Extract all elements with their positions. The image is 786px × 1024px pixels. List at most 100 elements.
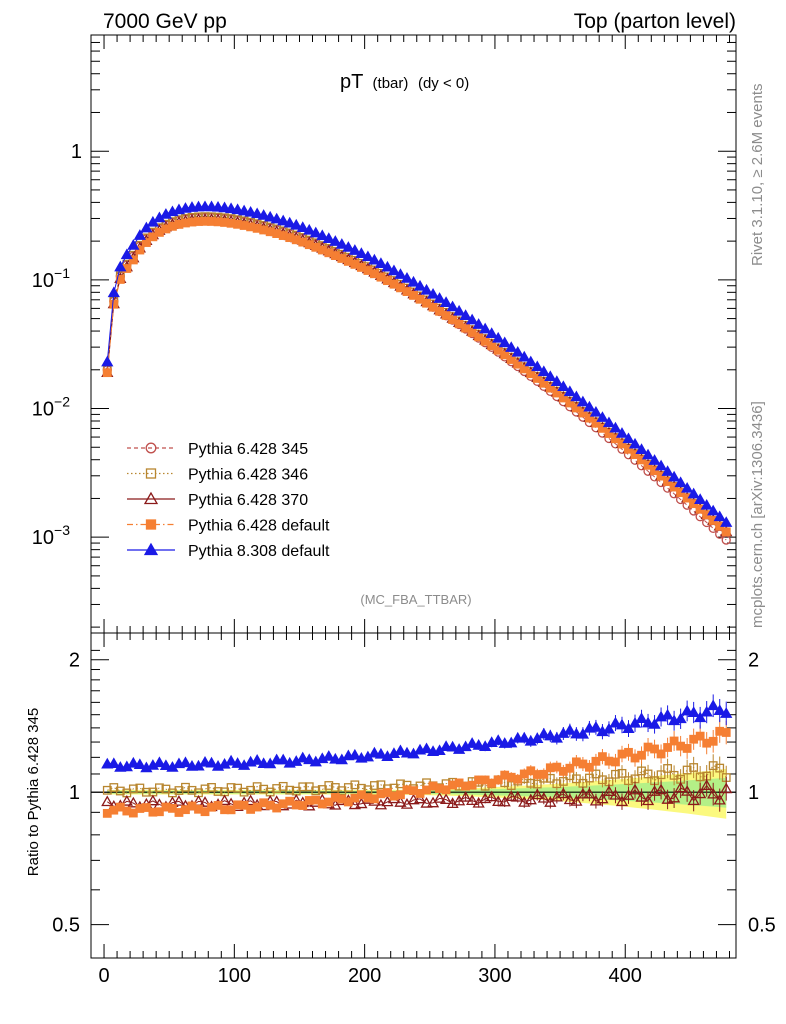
ratio-y-tick-label-right: 2 (748, 650, 759, 672)
ratio-data-point (682, 765, 692, 775)
ratio-data-point (615, 795, 629, 807)
ratio-series-line (107, 764, 727, 794)
ratio-data-point (544, 796, 557, 807)
legend-marker (145, 519, 157, 530)
ratio-data-point (407, 793, 420, 805)
data-point (251, 207, 264, 219)
ratio-data-point (172, 795, 186, 806)
ratio-data-point (589, 721, 603, 732)
ratio-data-point (394, 796, 407, 807)
ratio-data-point (563, 793, 576, 805)
ratio-data-point (694, 711, 707, 723)
data-point (637, 455, 646, 465)
ratio-data-point (531, 788, 544, 800)
data-point (109, 299, 119, 309)
legend: Pythia 6.428 345 Pythia 6.428 346 Pythia 6… (127, 441, 330, 560)
data-point (544, 370, 557, 382)
data-point (667, 470, 681, 482)
ratio-data-point (544, 729, 557, 741)
ratio-data-point (205, 756, 218, 768)
ratio-data-point (439, 793, 453, 805)
ratio-data-point (467, 780, 477, 790)
ratio-data-point (615, 718, 629, 730)
data-point (641, 448, 655, 460)
data-point (721, 527, 731, 537)
ratio-data-point (505, 790, 518, 801)
data-point (348, 244, 361, 255)
ratio-data-point (598, 752, 607, 762)
ratio-data-point (120, 794, 133, 806)
data-point (661, 465, 674, 476)
ratio-data-point (641, 794, 655, 806)
x-tick-label: 300 (478, 965, 511, 987)
ratio-series-group (101, 694, 733, 818)
data-point (578, 408, 588, 418)
ratio-data-point (624, 747, 633, 757)
analysis-tag: (MC_FBA_TTBAR) (360, 592, 471, 607)
ratio-data-point (591, 756, 601, 766)
legend-entry: Pythia 6.428 default (127, 518, 330, 535)
ratio-data-point (715, 763, 725, 773)
ratio-data-point (128, 808, 138, 818)
legend-entry: Pythia 6.428 346 (127, 467, 308, 484)
series-line (106, 216, 727, 533)
ratio-data-point (493, 775, 503, 785)
data-point (329, 235, 342, 246)
ratio-data-point (187, 785, 197, 795)
legend-label: Pythia 8.308 default (188, 543, 330, 560)
data-point (257, 209, 270, 220)
data-point (687, 487, 700, 499)
rivet-label: Rivet 3.1.10, ≥ 2.6M events (749, 84, 766, 267)
data-point (140, 221, 153, 233)
ratio-data-point (239, 787, 249, 797)
legend-label: Pythia 6.428 346 (188, 467, 308, 484)
data-point (141, 238, 151, 247)
ratio-data-point (446, 740, 459, 752)
ratio-data-point (667, 791, 681, 803)
ratio-data-point (459, 791, 472, 802)
ratio-data-point (654, 783, 668, 795)
data-point (518, 350, 531, 362)
ratio-data-point (200, 784, 210, 794)
data-point (290, 218, 303, 230)
data-point (602, 416, 616, 428)
data-point (102, 368, 112, 378)
ratio-data-point (624, 776, 633, 786)
ratio-data-point (370, 794, 379, 804)
ratio-data-point (563, 724, 576, 735)
data-point (531, 360, 544, 372)
ratio-data-point (596, 792, 609, 804)
ratio-data-point (518, 731, 531, 743)
ratio-data-point (400, 746, 414, 758)
ratio-data-point (578, 778, 588, 788)
ratio-data-point (370, 781, 379, 790)
data-point (381, 260, 394, 272)
data-point (513, 359, 523, 369)
ratio-data-point (298, 801, 308, 810)
legend-entry: Pythia 6.428 345 (127, 441, 308, 458)
data-point (604, 429, 614, 438)
main-y-tick-label: 1 (71, 141, 82, 163)
data-point (571, 403, 581, 413)
ratio-data-point (251, 754, 264, 765)
data-point (615, 427, 629, 438)
ratio-data-point (213, 787, 223, 796)
data-point (277, 214, 290, 226)
data-point (700, 498, 713, 510)
legend-marker (145, 442, 157, 454)
ratio-series-pythia-8-308-default (101, 694, 733, 773)
ratio-data-point (343, 783, 353, 792)
ratio-data-point (681, 704, 694, 716)
ratio-data-point (537, 791, 550, 803)
ratio-data-point (102, 785, 112, 795)
legend-label: Pythia 6.428 345 (188, 441, 308, 458)
data-point (681, 481, 694, 493)
ratio-data-point (674, 781, 687, 793)
ratio-data-point (707, 787, 720, 799)
series-line (106, 220, 727, 533)
ratio-data-point (695, 731, 705, 741)
series-pythia-8-308-default (101, 200, 733, 527)
ratio-data-point (396, 790, 405, 800)
data-point (524, 355, 537, 367)
data-point (114, 260, 127, 272)
